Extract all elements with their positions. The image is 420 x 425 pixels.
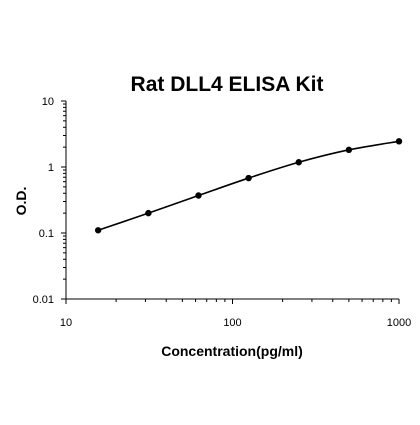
- y-tick-label: 0.1: [39, 228, 54, 240]
- y-tick-label: 10: [42, 96, 54, 108]
- x-tick-label: 10: [60, 317, 72, 329]
- x-tick-label: 1000: [387, 317, 411, 329]
- ticks: 10 1 0.1 0.01 10 100 1000: [33, 96, 412, 329]
- x-tick-label: 100: [223, 317, 241, 329]
- y-axis-label: O.D.: [13, 187, 29, 216]
- data-point: [295, 159, 302, 166]
- data-point: [345, 146, 353, 154]
- data-point: [245, 174, 252, 182]
- x-axis-label: Concentration(pg/ml): [161, 343, 303, 359]
- y-tick-label: 1: [48, 162, 54, 174]
- data-point: [94, 227, 102, 234]
- chart-title: Rat DLL4 ELISA Kit: [131, 73, 324, 96]
- series-line: [97, 140, 400, 232]
- data-point: [395, 138, 403, 145]
- y-tick-label: 0.01: [33, 294, 54, 306]
- series: [94, 138, 403, 234]
- axes: [65, 101, 399, 300]
- data-point: [145, 209, 152, 217]
- data-point: [195, 192, 202, 199]
